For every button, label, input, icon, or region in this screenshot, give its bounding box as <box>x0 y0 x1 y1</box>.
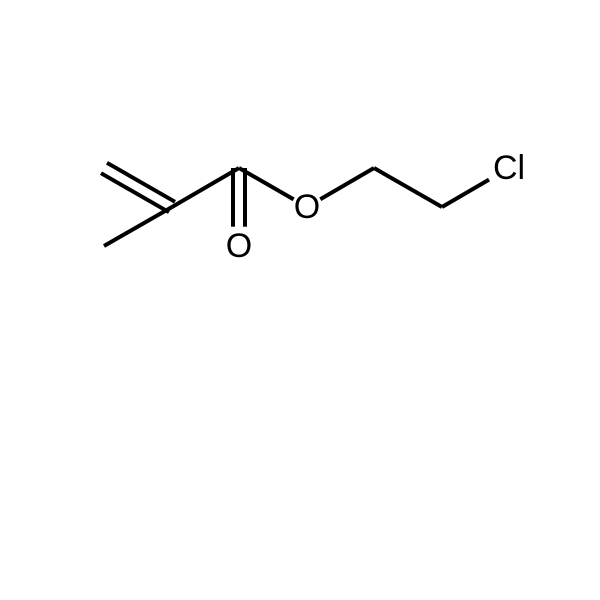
bond-line <box>374 168 442 207</box>
bond-line <box>239 168 294 199</box>
atom-label-cl: Cl <box>493 149 525 187</box>
bond-line <box>104 207 172 246</box>
molecule-diagram: O O Cl <box>0 0 600 600</box>
bond-line <box>320 168 374 199</box>
atom-label-o: O <box>294 188 320 226</box>
bond-line <box>442 180 489 207</box>
atom-label-o: O <box>226 227 252 265</box>
bond-line <box>172 168 239 207</box>
